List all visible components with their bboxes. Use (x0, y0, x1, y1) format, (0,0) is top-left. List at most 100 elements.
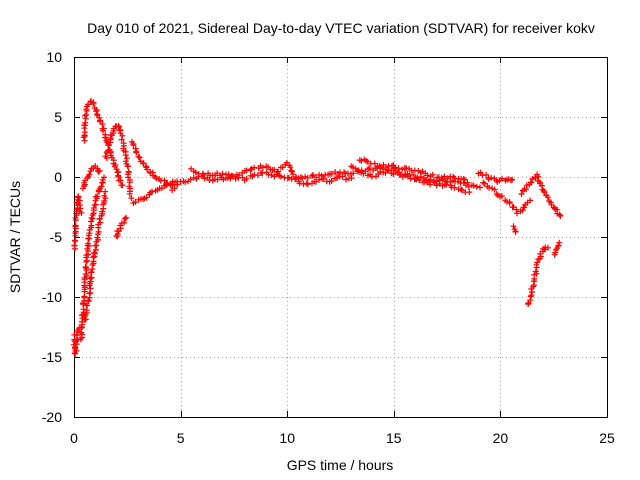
data-point (441, 173, 448, 180)
x-tick-label: 25 (599, 430, 615, 446)
data-point (293, 174, 299, 181)
data-point (225, 171, 232, 178)
data-point (360, 170, 367, 177)
data-point (529, 289, 535, 295)
data-point (527, 179, 534, 186)
series-arc-17 (510, 223, 519, 235)
x-tick-label: 10 (279, 430, 295, 446)
data-point (277, 173, 284, 180)
data-point (72, 222, 79, 229)
data-point (514, 210, 520, 217)
data-point (290, 171, 297, 178)
data-point (153, 175, 160, 182)
data-point (464, 179, 471, 186)
chart-title: Day 010 of 2021, Sidereal Day-to-day VTE… (87, 20, 595, 36)
series-arc-18 (518, 171, 564, 219)
data-point (126, 190, 133, 197)
data-point (541, 189, 548, 196)
data-point (121, 219, 127, 226)
y-tick-label: -10 (42, 289, 62, 305)
data-point (119, 132, 126, 139)
data-point (82, 264, 89, 270)
data-point (97, 219, 104, 226)
data-point (557, 212, 564, 219)
data-point (130, 142, 137, 149)
data-point (304, 181, 311, 188)
data-point (275, 168, 282, 175)
data-point (84, 302, 91, 309)
data-point (84, 257, 90, 264)
data-point (544, 194, 551, 201)
data-point (82, 271, 89, 277)
data-point (105, 147, 112, 154)
y-tick-label: -5 (50, 229, 63, 245)
data-point (74, 336, 81, 343)
data-point (82, 119, 89, 126)
data-point (328, 170, 335, 177)
data-point (86, 171, 93, 178)
data-point (125, 163, 132, 170)
y-axis-label: SDTVAR / TECUs (7, 181, 23, 293)
data-point (371, 160, 378, 167)
y-tick-label: 10 (46, 49, 62, 65)
data-point (287, 164, 294, 171)
data-point (540, 188, 547, 194)
data-point (259, 170, 266, 177)
data-point (388, 167, 395, 174)
series-arc-2 (71, 193, 85, 252)
data-point (102, 188, 109, 195)
data-point (538, 182, 545, 189)
data-point (403, 165, 410, 171)
data-point (102, 153, 109, 160)
data-point (99, 208, 106, 215)
data-point (93, 108, 100, 115)
data-point (118, 136, 125, 143)
data-point (119, 182, 126, 189)
data-point (94, 193, 101, 200)
data-point (285, 174, 292, 181)
data-point (534, 259, 541, 266)
series-arc-20 (551, 239, 563, 258)
data-point (219, 170, 226, 177)
data-point (316, 176, 323, 183)
data-point (510, 223, 517, 230)
data-point (98, 183, 105, 190)
data-point (429, 171, 436, 178)
data-point (199, 170, 206, 177)
data-point (466, 189, 473, 196)
data-point (182, 179, 189, 186)
data-point (498, 193, 505, 199)
series-arc-5 (80, 98, 126, 189)
data-point (122, 152, 129, 159)
data-point (92, 250, 98, 257)
data-point (348, 175, 355, 182)
data-point (309, 173, 315, 179)
data-point (477, 184, 483, 191)
data-point (443, 181, 450, 188)
data-point (271, 166, 278, 173)
data-point (88, 214, 95, 221)
data-point (556, 239, 563, 246)
axis-ticks (74, 57, 608, 418)
data-point (312, 178, 319, 185)
data-point (200, 171, 207, 178)
data-point (101, 174, 107, 181)
x-tick-label: 0 (70, 430, 78, 446)
data-point (100, 127, 106, 134)
data-point (88, 274, 95, 281)
data-point (115, 173, 122, 180)
x-tick-label: 5 (177, 430, 185, 446)
data-point (90, 100, 97, 107)
data-point (88, 269, 95, 276)
series-arc-16 (480, 179, 534, 217)
series-arc-4 (81, 188, 109, 323)
data-point (458, 186, 465, 193)
data-point (518, 191, 525, 197)
data-point (530, 283, 537, 290)
data-point (136, 154, 143, 161)
data-markers (70, 98, 564, 357)
y-tick-label: -20 (42, 409, 62, 425)
data-point (93, 111, 100, 118)
data-point (493, 191, 500, 197)
